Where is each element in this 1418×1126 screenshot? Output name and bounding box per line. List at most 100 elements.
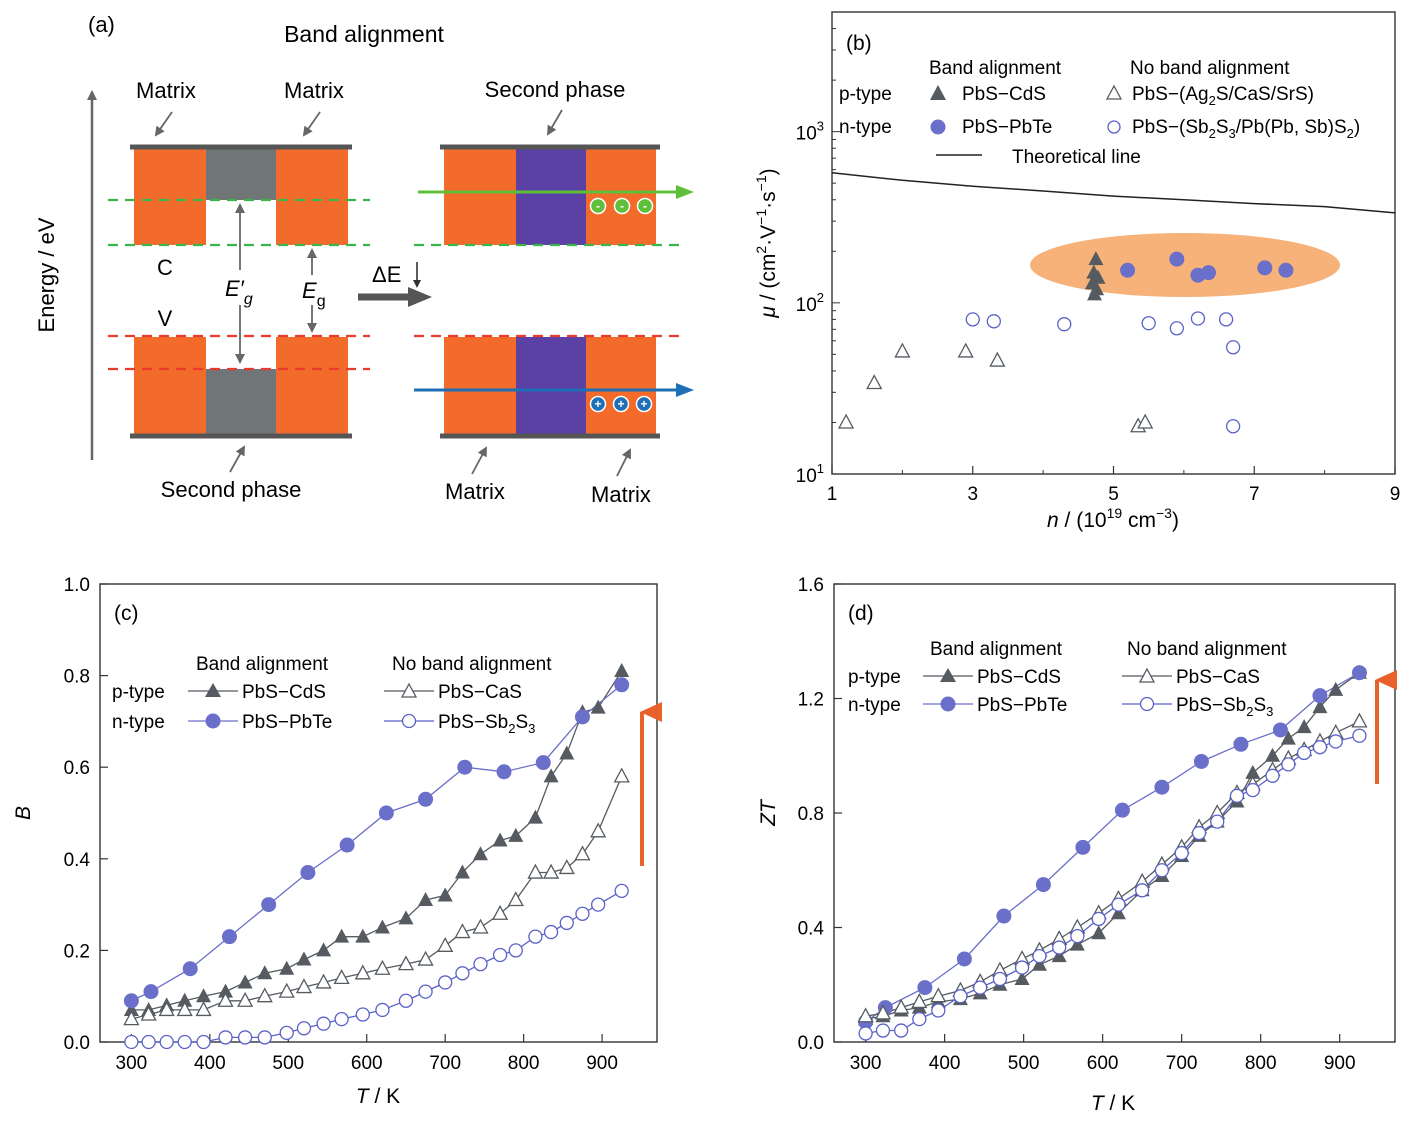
legend-header-no-band-alignment: No band alignment [1130,58,1290,79]
point-pbs-sb2s3 [355,1007,370,1022]
point-pbs-sb2s3 [953,989,968,1004]
point-pbs-sb2s3 [438,975,453,990]
x-tick-label: 500 [272,1053,304,1074]
point-pbs-sb2s3 [1210,814,1225,829]
legend-label-pbs-cas: PbS−CaS [438,682,522,703]
point-pbs-sb2s3-pb-pb-sb-s2 [1225,419,1241,434]
hole-icons: + + + [589,395,653,413]
matrix-block [586,148,656,245]
line-pbs-sb2s3 [865,735,1360,1035]
point-pbs-cds [614,663,630,678]
point-pbs-sb2s3 [973,980,988,995]
point-pbs-cas [472,918,489,934]
point-pbs-pbte [418,791,434,807]
point-pbs-cas [590,822,607,838]
x-axis-label-b: n / (1019 cm−3) [1047,505,1179,532]
matrix-label-left: Matrix [136,78,196,103]
x-tick-label: 700 [429,1053,461,1074]
point-pbs-cds [454,864,470,879]
point-pbs-pbte [221,929,237,945]
axis-ticks: 300 400 500 600 700 800 900 0.0 0.4 0.8 1.2 1.6 [798,575,1356,1074]
legend-label-pbs-sb2s3: PbS−Sb2S3 [1176,695,1273,719]
point-pbs-sb2s3 [455,966,470,981]
matrix-block [134,337,206,435]
x-tick-label: 700 [1166,1053,1198,1074]
y-tick-label: 101 [796,461,824,487]
point-pbs-sb2s3 [218,1030,233,1045]
right-conduction-band: - - - [414,144,694,247]
second-phase-block [516,337,586,435]
hole-sign: + [617,397,624,411]
second-phase-block [206,369,276,435]
legend-marker-pbs-cds [205,683,221,697]
axis-ticks: 300 400 500 600 700 800 900 0.0 0.2 0.4 0.6 0.8 1.0 [64,575,618,1074]
point-pbs-sb2s3 [912,1011,927,1027]
point-pbs-cas [874,1004,892,1020]
legend-label-theory: Theoretical line [1012,147,1141,168]
point-pbs-cas [397,955,415,971]
legend-p-type: p-type [839,84,892,105]
hole-sign: + [594,397,601,411]
line-pbs-pbte [131,684,623,1002]
point-pbs-ag2s-cas-srs [1137,413,1154,429]
legend-marker-no-p [1105,84,1123,100]
point-pbs-cas [140,1005,157,1021]
point-pbs-cds [1031,956,1047,971]
point-pbs-pbte [1193,753,1209,769]
point-pbs-pbte [535,755,551,771]
electron-icon [613,197,631,215]
point-pbs-pbte [1278,262,1294,278]
point-pbs-sb2s3 [257,1030,272,1045]
x-tick-label: 9 [1390,484,1401,505]
point-pbs-pbte [1169,251,1185,267]
point-pbs-pbte [1272,722,1288,738]
point-pbs-sb2s3-pb-pb-sb-s2 [1057,317,1072,332]
legend-header-band-alignment: Band alignment [929,58,1062,79]
point-pbs-cas [176,1001,193,1017]
legend-p-type: p-type [112,682,165,703]
point-pbs-cds [1328,681,1344,696]
pointer-arrow [616,448,631,477]
eg-prime-symbol: E′g [225,276,253,308]
point-pbs-sb2s3 [858,1026,873,1041]
point-pbs-cds [1091,925,1107,940]
point-pbs-cas [437,936,454,952]
point-pbs-pbte [956,951,972,967]
point-pbs-ag2s-cas-srs [837,413,855,429]
point-pbs-sb2s3 [1312,740,1328,755]
point-pbs-pbte [996,908,1012,924]
y-tick-label: 0.8 [798,804,824,825]
point-pbs-sb2s3 [543,924,559,940]
y-tick-label: 1.6 [798,575,824,596]
point-pbs-sb2s3 [159,1034,174,1050]
x-axis-label-c: T / K [356,1085,400,1108]
matrix-block [444,148,516,245]
point-pbs-sb2s3 [398,993,414,1008]
legend-label-pbs-cds: PbS−CdS [962,84,1046,105]
point-pbs-cas [893,998,910,1014]
scatter-marks [837,251,1294,434]
point-pbs-sb2s3-pb-pb-sb-s2 [965,312,980,327]
point-pbs-sb2s3 [1328,734,1343,749]
matrix-block [134,148,206,245]
point-pbs-pbte [123,993,139,1009]
point-pbs-sb2s3 [508,943,523,958]
point-pbs-cds [177,992,193,1007]
electron-sign: - [643,199,647,213]
point-pbs-cas [454,923,471,939]
point-pbs-sb2s3 [196,1034,211,1050]
point-pbs-sb2s3 [177,1034,192,1050]
second-phase-block [516,148,586,245]
point-pbs-sb2s3 [1296,745,1312,761]
point-pbs-cds [527,809,543,824]
electron-icons: - - - [589,197,654,215]
point-pbs-sb2s3 [614,883,629,899]
point-pbs-sb2s3 [334,1011,349,1027]
panel-c-tag: (c) [114,602,139,625]
legend-marker-pbs-cas [400,682,418,698]
panel-c-chart: 300 400 500 600 700 800 9000.00.20.40.60.81.0 … [12,575,662,1108]
matrix-label-right: Matrix [284,78,344,103]
legend-label-pbs-cds: PbS−CdS [977,667,1061,688]
point-pbs-cds [334,928,350,943]
